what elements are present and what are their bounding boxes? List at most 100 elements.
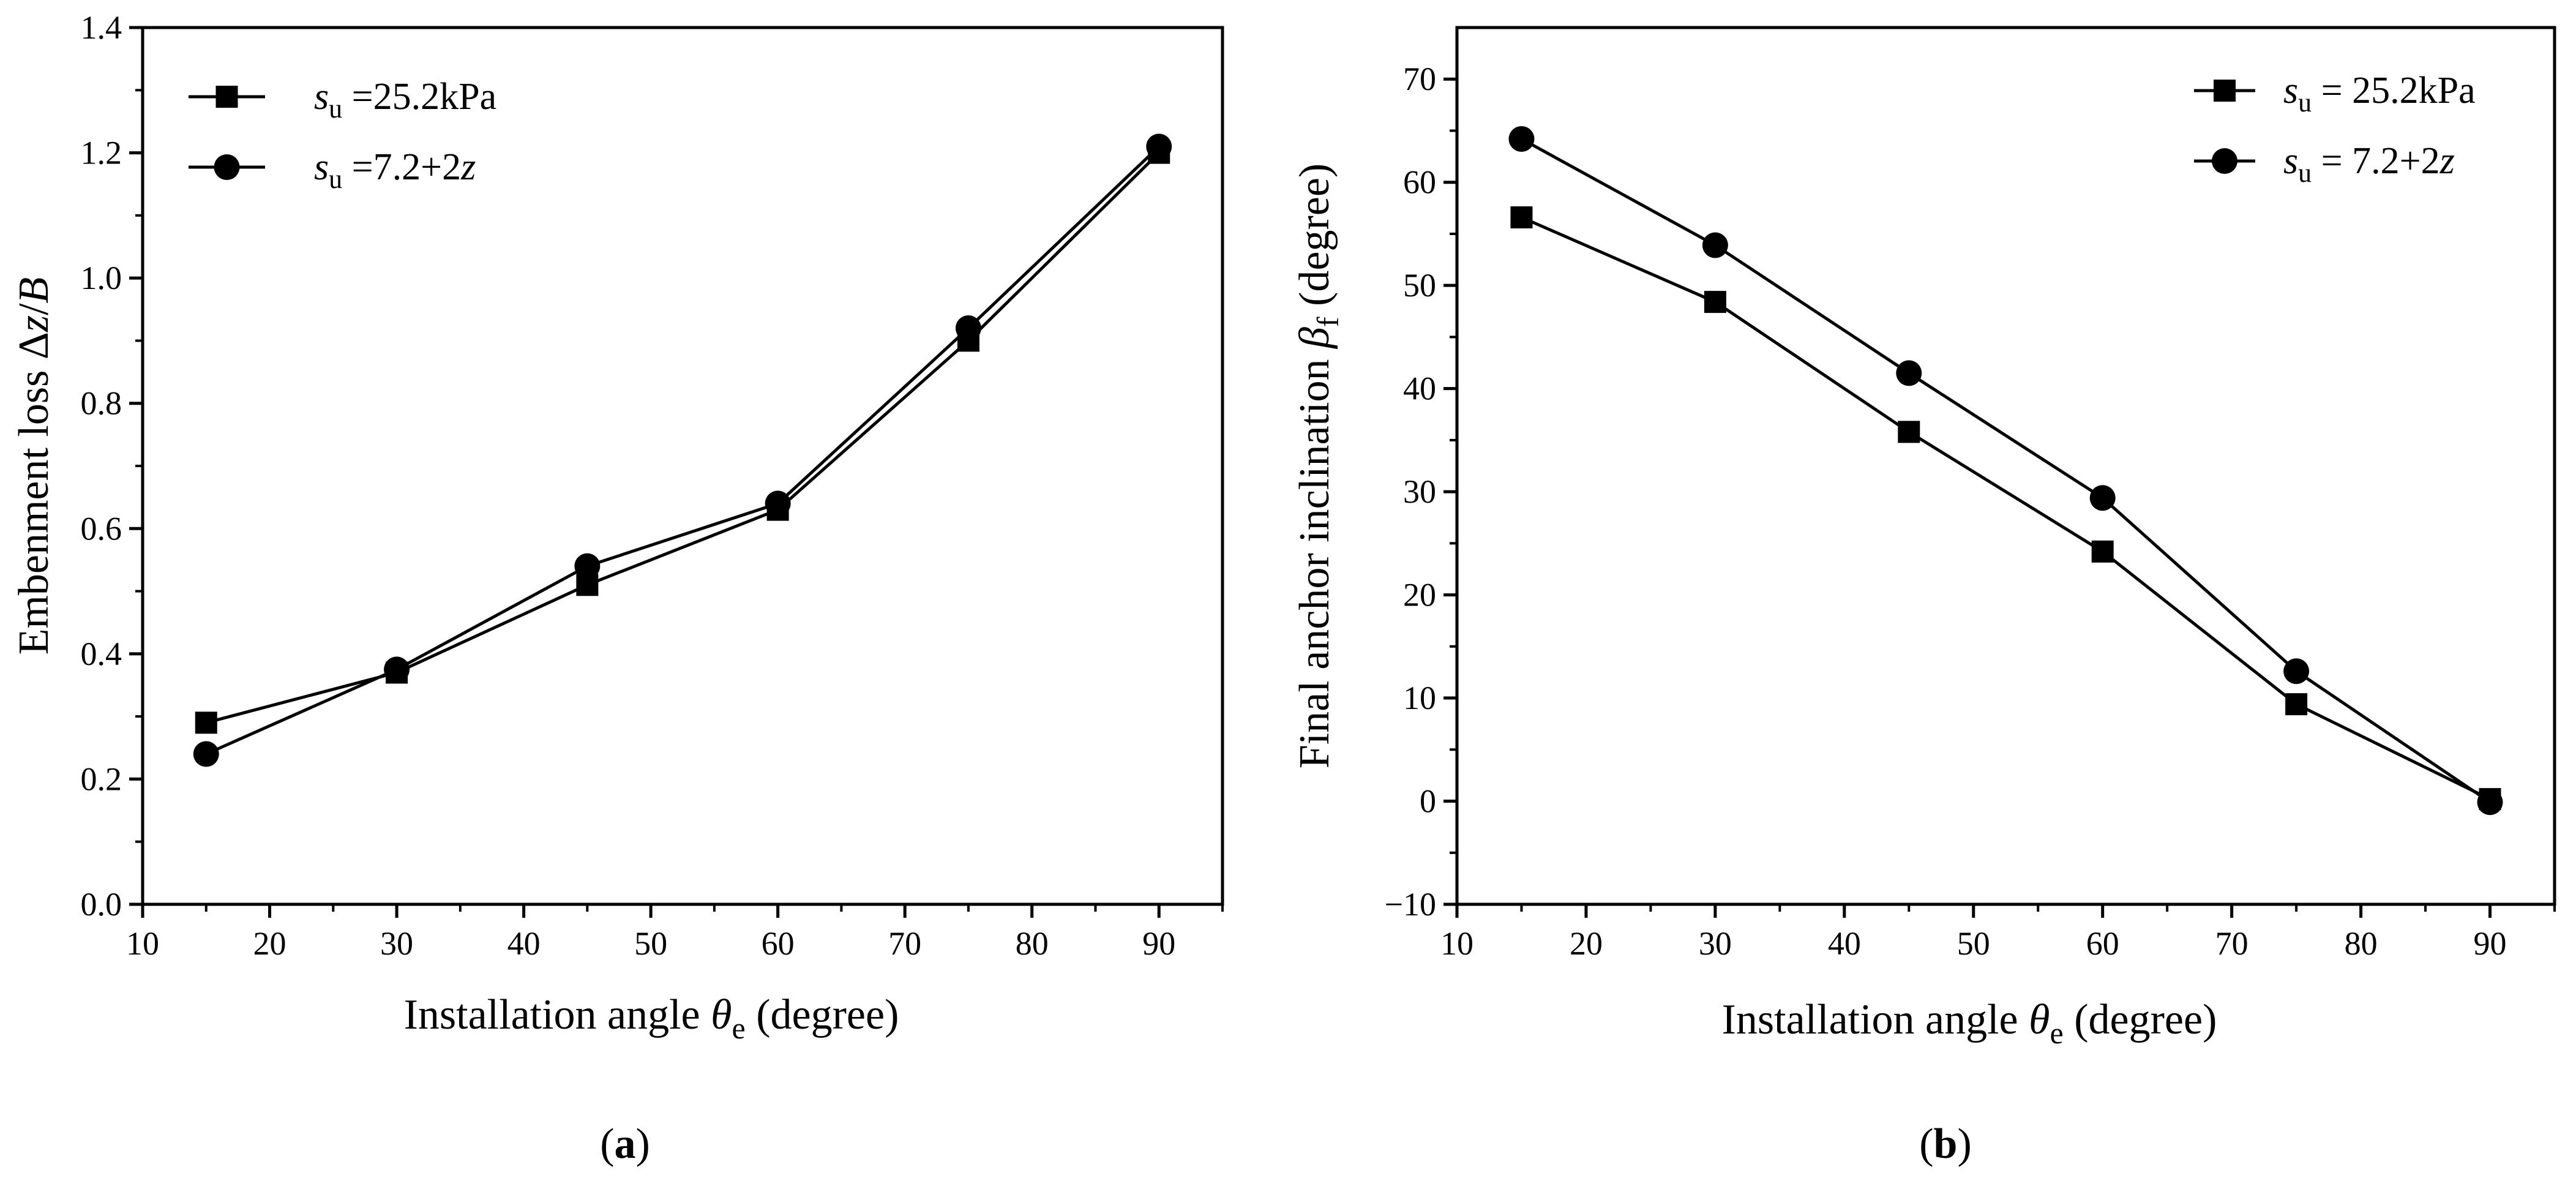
panel-label-letter: b [1934,1120,1958,1168]
x-title-theta: θ [2029,996,2050,1043]
y-tick-label: 0.8 [81,385,122,422]
y-tick-label: 30 [1403,473,1436,510]
panel-label-paren-close: ) [636,1120,650,1168]
data-point-circle [2283,658,2310,685]
panel-a-legend: su =25.2kPa su =7.2+2z [189,76,496,194]
y-tick-label: 1.4 [81,9,122,46]
x-tick-label: 10 [1440,925,1473,962]
x-tick-label: 80 [1016,925,1049,962]
panel-b-legend-label-su-7-2-2z: su = 7.2+2z [2283,140,2455,188]
data-point-square [195,711,217,734]
data-point-square [2285,693,2308,716]
x-tick-label: 60 [762,925,795,962]
x-tick-label: 70 [888,925,921,962]
x-tick-label: 30 [1699,925,1732,962]
panel-label-letter: a [615,1120,636,1168]
panel-a-series [193,133,1172,767]
y-title-sub: f [1311,317,1345,327]
x-title-tail: (degree) [746,991,899,1038]
panel-b-x-ticks: 10 20 30 40 50 60 70 80 90 [1440,904,2556,962]
panel-b-legend-label-su-25-2kpa: su = 25.2kPa [2283,70,2476,118]
y-title-slash: / [10,303,58,315]
data-point-circle [765,490,791,517]
legend-rest: =25.2kPa [342,76,496,118]
y-title-main: Final anchor inclination [1291,348,1338,768]
legend-rest: =7.2+2 [342,146,461,188]
y-tick-label: 0.2 [81,760,122,797]
x-title-tail: (degree) [2064,996,2217,1043]
data-point-circle [955,315,981,341]
y-tick-label: 70 [1403,61,1436,97]
data-point-circle [384,656,410,683]
panel-b-series [1508,126,2503,816]
legend-z-symbol: z [2439,140,2455,182]
series-line-square [1521,216,2491,801]
y-title-tail: (degree) [1291,163,1338,317]
panel-label-paren-open: ( [1919,1120,1933,1168]
legend-s-symbol: s [314,146,329,188]
data-point-square [1510,206,1533,228]
x-title-theta: θ [711,991,732,1038]
x-tick-label: 80 [2345,925,2378,962]
data-point-circle [193,741,219,767]
panel-b-label: (b) [1919,1120,1972,1168]
y-tick-label: 0 [1420,783,1436,820]
panel-b-legend-marker-square [2214,80,2236,102]
panel-a-y-axis-title: Embenment loss Δz/B [10,277,58,655]
panel-b-legend-marker-circle [2212,148,2237,174]
y-title-z: z [10,315,58,332]
data-point-square [1704,291,1726,313]
panel-b-plot-frame [1455,26,2556,906]
x-tick-label: 40 [1828,925,1861,962]
x-tick-label: 20 [253,925,286,962]
legend-s-symbol: s [2283,140,2298,182]
legend-z-symbol: z [460,146,476,188]
legend-subscript: u [2298,158,2312,188]
data-point-square [2091,540,2114,563]
x-title-sub: e [732,1011,746,1045]
y-tick-label: 40 [1403,370,1436,407]
panel-a-y-ticks: 0.0 0.2 0.4 0.6 0.8 1.0 1.2 1.4 [81,9,143,923]
legend-subscript: u [329,164,342,194]
y-tick-label: 1.2 [81,135,122,171]
panel-b-y-axis-title: Final anchor inclination βf (degree) [1291,163,1345,768]
series-line-circle [205,145,1160,756]
legend-s-symbol: s [314,76,329,118]
y-tick-label: 20 [1403,577,1436,613]
panel-b-legend: su = 25.2kPa su = 7.2+2z [2194,70,2476,188]
x-tick-label: 10 [126,925,159,962]
x-tick-label: 70 [2215,925,2248,962]
x-tick-label: 50 [634,925,667,962]
data-point-circle [1896,360,1922,386]
legend-rest: = 25.2kPa [2312,70,2475,111]
legend-subscript: u [329,94,342,124]
legend-s-symbol: s [2283,70,2298,111]
legend-subscript: u [2298,88,2312,118]
x-tick-label: 90 [2474,925,2507,962]
series-line-square [206,151,1160,724]
x-tick-label: 90 [1142,925,1175,962]
panel-a-x-ticks: 10 20 30 40 50 60 70 80 90 [126,904,1224,962]
x-title-main: Installation angle [404,991,711,1038]
panel-label-paren-open: ( [600,1120,614,1168]
x-tick-label: 40 [507,925,541,962]
y-title-b: B [10,277,58,304]
data-point-circle [2477,789,2503,816]
y-tick-label: 50 [1403,267,1436,304]
data-point-circle [1146,133,1172,160]
panel-a-label: (a) [600,1120,650,1168]
y-tick-label: 0.6 [81,510,122,547]
x-tick-label: 30 [380,925,413,962]
x-title-sub: e [2050,1016,2064,1050]
x-title-main: Installation angle [1722,996,2029,1043]
y-tick-label: −10 [1385,886,1436,923]
panel-a-legend-label-su-25-2kpa: su =25.2kPa [314,76,496,124]
panel-label-paren-close: ) [1957,1120,1971,1168]
panel-b-y-ticks: −10 0 10 20 30 40 50 60 70 [1385,61,1457,923]
legend-rest: = 7.2+2 [2312,140,2439,182]
y-tick-label: 0.4 [81,636,122,672]
x-tick-label: 50 [1957,925,1990,962]
